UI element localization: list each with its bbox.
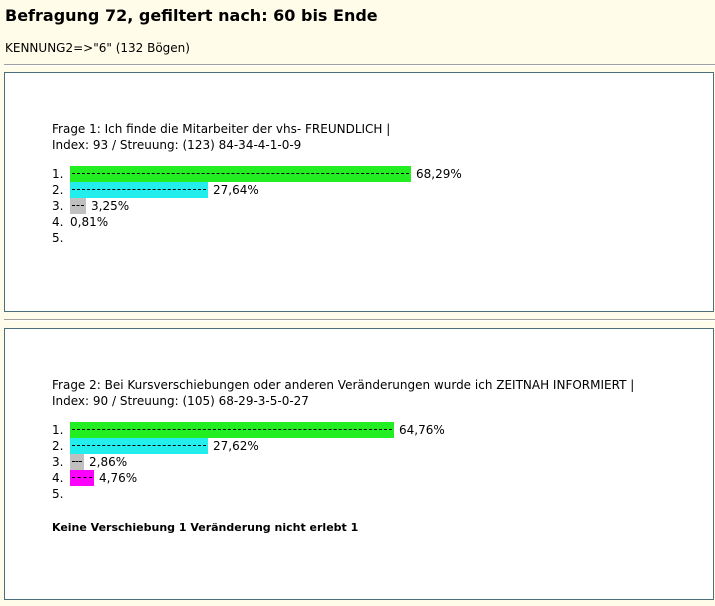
answer-percent: 3,25% — [91, 199, 130, 213]
answer-bar — [70, 454, 84, 470]
answer-number: 2. — [52, 439, 64, 453]
answer-bar — [70, 166, 411, 182]
answer-number: 2. — [52, 183, 64, 197]
question-title: Frage 2: Bei Kursverschiebungen oder and… — [52, 378, 635, 392]
question-index: Index: 90 / Streuung: (105) 68-29-3-5-0-… — [52, 394, 309, 408]
answer-bar — [70, 198, 86, 214]
answer-percent: 68,29% — [416, 167, 462, 181]
question-panel-2: Frage 2: Bei Kursverschiebungen oder and… — [4, 328, 714, 600]
page-title: Befragung 72, gefiltert nach: 60 bis End… — [5, 6, 378, 25]
answer-percent: 0,81% — [70, 215, 109, 229]
answer-number: 4. — [52, 215, 64, 229]
answer-bar — [70, 470, 94, 486]
answer-percent: 64,76% — [399, 423, 445, 437]
filter-description: KENNUNG2=>"6" (132 Bögen) — [5, 41, 190, 55]
answer-percent: 4,76% — [99, 471, 138, 485]
divider — [4, 319, 715, 321]
question-index: Index: 93 / Streuung: (123) 84-34-4-1-0-… — [52, 138, 302, 152]
answer-number: 3. — [52, 199, 64, 213]
answer-number: 1. — [52, 167, 64, 181]
question-panel-1: Frage 1: Ich finde die Mitarbeiter der v… — [4, 72, 714, 312]
answer-bar — [70, 422, 394, 438]
answer-percent: 27,64% — [213, 183, 259, 197]
answer-number: 5. — [52, 487, 64, 501]
answer-bar — [70, 182, 208, 198]
divider — [4, 64, 715, 66]
answer-number: 3. — [52, 455, 64, 469]
answer-bar — [70, 438, 208, 454]
question-note: Keine Verschiebung 1 Veränderung nicht e… — [52, 521, 359, 534]
answer-number: 1. — [52, 423, 64, 437]
answer-percent: 27,62% — [213, 439, 259, 453]
answer-number: 5. — [52, 231, 64, 245]
answer-number: 4. — [52, 471, 64, 485]
answer-percent: 2,86% — [89, 455, 128, 469]
question-title: Frage 1: Ich finde die Mitarbeiter der v… — [52, 122, 391, 136]
